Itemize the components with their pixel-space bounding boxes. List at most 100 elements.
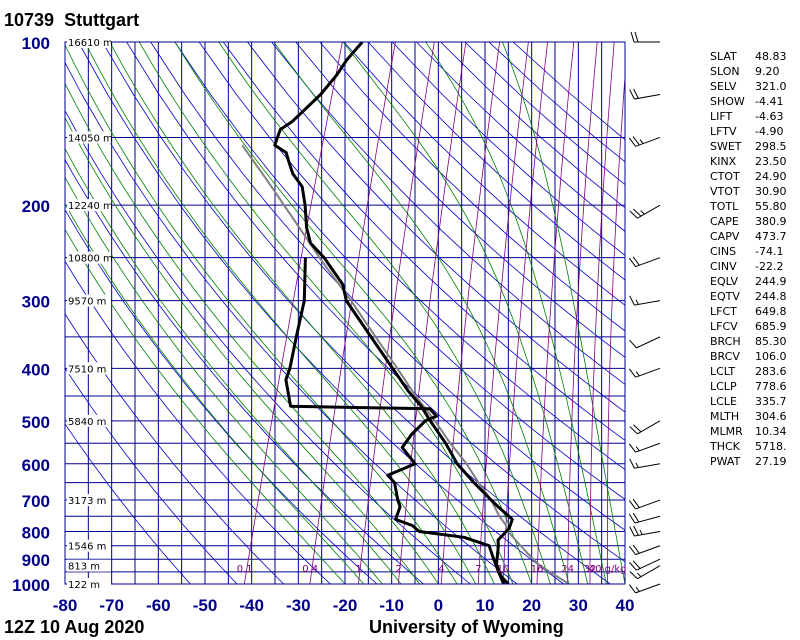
mixing-ratio-label: 0.4 <box>302 564 318 575</box>
index-row: LFCT 649.8 <box>710 305 787 318</box>
index-key: CINS <box>710 245 737 258</box>
index-row: PWAT 27.19 <box>710 455 787 468</box>
index-value: 85.30 <box>755 335 787 348</box>
moist-adiabat <box>138 42 514 584</box>
index-key: THCK <box>710 440 740 453</box>
height-label-bg <box>67 131 111 144</box>
index-key: PWAT <box>710 455 741 468</box>
wind-barb-flag <box>633 88 639 99</box>
index-value: -4.41 <box>755 95 784 108</box>
height-label-bg <box>67 199 111 212</box>
index-value: -4.63 <box>755 110 784 123</box>
wind-barb-half <box>635 587 640 592</box>
mixing-ratio-label: 1 <box>355 564 361 575</box>
index-row: LFCV 685.9 <box>710 320 787 333</box>
wind-barb-staff <box>636 558 661 571</box>
observation-time: 12Z 10 Aug 2020 <box>4 617 145 637</box>
pressure-tick-label: 900 <box>22 551 50 570</box>
moist-adiabat <box>109 42 495 584</box>
index-key: SELV <box>710 80 737 93</box>
dry-adiabat <box>65 209 378 584</box>
height-label-bg <box>67 294 111 307</box>
index-row: LIFT -4.63 <box>710 110 783 123</box>
height-label-bg <box>67 362 111 375</box>
wind-barb-flag <box>633 525 639 536</box>
index-row: THCK 5718. <box>710 440 787 453</box>
wind-barb-staff <box>634 530 661 537</box>
index-key: VTOT <box>710 185 740 198</box>
wind-barb-flag <box>629 426 638 435</box>
index-key: SHOW <box>710 95 745 108</box>
mixing-ratio-line <box>440 42 500 584</box>
station-name: Stuttgart <box>64 10 140 30</box>
pressure-tick-label: 700 <box>22 492 50 511</box>
mixing-ratio-label: 0.1 <box>237 564 253 575</box>
wind-barb-staff <box>634 515 661 524</box>
dry-adiabat <box>271 42 625 385</box>
pressure-tick-label: 100 <box>22 34 50 53</box>
height-label: 1546 m <box>68 542 106 553</box>
mixing-ratio-line <box>502 42 548 584</box>
wind-barb-staff <box>635 583 661 594</box>
wind-barb-half <box>635 462 639 468</box>
mixing-ratio-label: 4 <box>438 564 444 575</box>
mixing-ratio-line <box>607 71 625 584</box>
wind-barb-staff <box>637 204 661 219</box>
pressure-tick-label: 1000 <box>12 576 50 595</box>
index-key: SLAT <box>710 50 737 63</box>
mixing-ratio-label: 2 <box>395 564 401 575</box>
wind-barb <box>628 256 661 268</box>
wind-barb <box>629 525 661 537</box>
index-value: 778.6 <box>755 380 787 393</box>
wind-barb <box>629 336 661 349</box>
index-key: EQTV <box>710 290 740 303</box>
height-label: 12240 m <box>68 201 113 212</box>
index-value: 304.6 <box>755 410 787 423</box>
wind-barb-flag <box>629 526 635 537</box>
wind-barb-flag <box>629 571 638 580</box>
height-label: 14050 m <box>68 133 113 144</box>
temperature-tick-label: -70 <box>99 596 124 615</box>
index-key: LFTV <box>710 125 737 138</box>
height-label: 813 m <box>68 562 100 573</box>
index-row: LCLT 283.6 <box>710 365 787 378</box>
wind-barb <box>628 442 661 453</box>
index-value: 106.0 <box>755 350 787 363</box>
dry-adiabat <box>65 158 424 584</box>
index-key: CTOT <box>710 170 740 183</box>
moist-adiabat <box>65 116 421 584</box>
wind-barb <box>628 512 661 524</box>
height-label: 9570 m <box>68 297 106 308</box>
index-row: LCLP 778.6 <box>710 380 787 393</box>
parcel-path <box>241 144 570 584</box>
moist-adiabat <box>174 42 533 584</box>
height-label-bg <box>67 539 111 552</box>
index-value: 27.19 <box>755 455 787 468</box>
temperature-tick-label: -50 <box>193 596 218 615</box>
index-key: MLTH <box>710 410 740 423</box>
wind-barb-flag <box>633 424 642 433</box>
chart-title: 10739 Stuttgart <box>4 10 139 31</box>
temperature-tick-label: 10 <box>476 596 495 615</box>
wind-barb-flag <box>629 295 635 306</box>
index-key: EQLV <box>710 275 739 288</box>
wind-barb-half <box>639 139 644 144</box>
height-label: 122 m <box>68 580 100 591</box>
wind-barb-flag <box>632 498 640 508</box>
moist-adiabat <box>502 42 625 584</box>
index-row: TOTL 55.80 <box>710 200 787 213</box>
height-label: 5840 m <box>68 417 106 428</box>
moist-adiabat <box>65 228 346 584</box>
moist-adiabat <box>342 42 589 584</box>
wind-barb-staff <box>635 545 661 556</box>
temperature-tick-label: 20 <box>522 596 541 615</box>
wind-barb <box>628 544 661 556</box>
wind-barb-staff <box>634 300 661 306</box>
temperature-tick-label: -10 <box>379 596 404 615</box>
index-value: 5718. <box>755 440 787 453</box>
temperature-tick-label: 30 <box>569 596 588 615</box>
index-key: CAPV <box>710 230 740 243</box>
temperature-tick-label: -40 <box>239 596 264 615</box>
wind-barb-flag <box>630 31 635 43</box>
dry-adiabat <box>319 42 625 332</box>
